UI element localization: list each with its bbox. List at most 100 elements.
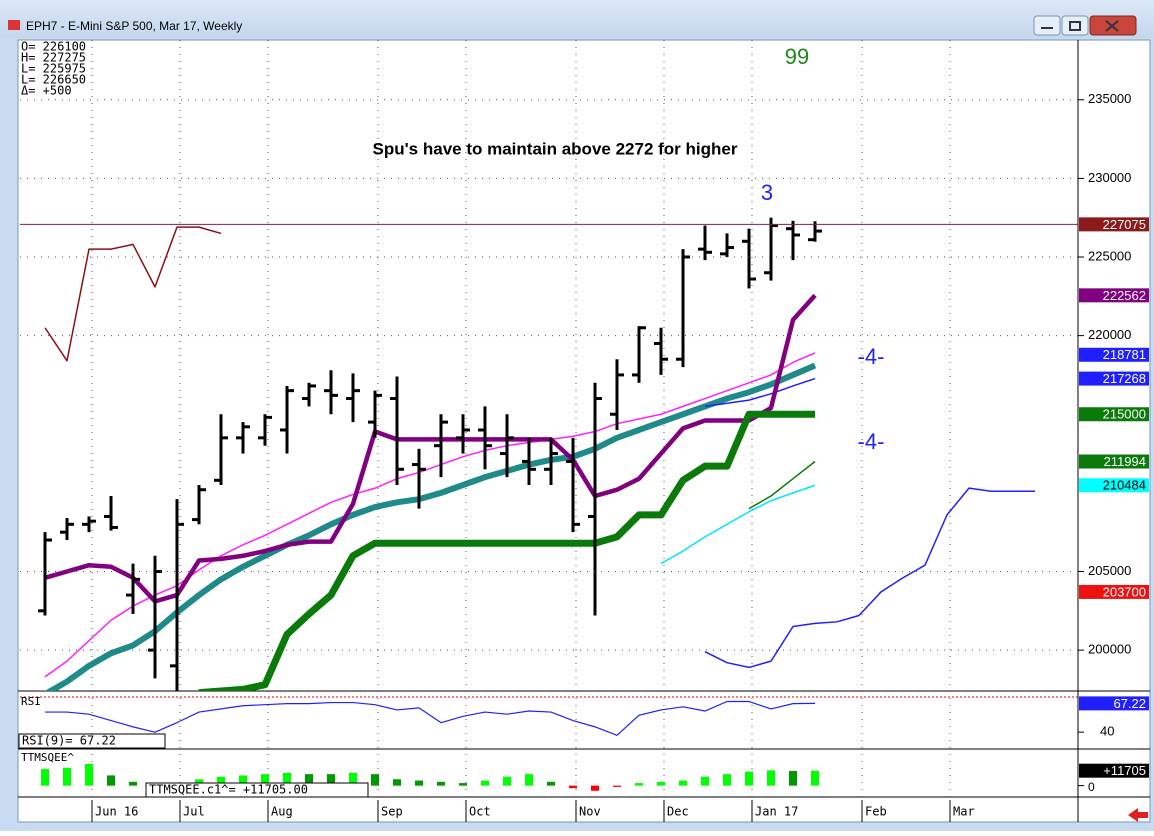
- histogram-bar: [327, 774, 335, 786]
- histogram-bar: [569, 785, 577, 789]
- histogram-bar: [789, 770, 797, 786]
- readout-box: [145, 782, 369, 798]
- price-tag: [1079, 454, 1149, 469]
- ohlc-readout: L= 226650: [21, 73, 86, 87]
- histogram-bar: [195, 779, 203, 786]
- indicator-line: [660, 484, 816, 565]
- histogram-bar: [591, 785, 599, 791]
- price-tag-label: 211994: [1104, 454, 1146, 469]
- histogram-bar: [613, 785, 621, 787]
- indicator-line: [44, 362, 817, 691]
- histogram-bar: [811, 770, 819, 786]
- y-tick-label: 235000: [1088, 91, 1131, 106]
- price-tag: [1079, 288, 1149, 303]
- main-plot: [38, 217, 1035, 691]
- title-bar: [0, 0, 1154, 38]
- readout-box: [18, 733, 166, 749]
- price-tag: [1079, 347, 1149, 362]
- x-tick-label: Dec: [667, 805, 689, 819]
- y-tick-label: 225000: [1088, 248, 1131, 263]
- price-tag-label: +11705: [1103, 763, 1146, 778]
- price-tag: [1079, 371, 1149, 386]
- rsi-line: [45, 700, 816, 736]
- price-tag: [1079, 696, 1149, 711]
- y-tick-label: 40: [1100, 724, 1114, 739]
- histogram-bar: [239, 775, 247, 786]
- indicator-line: [44, 293, 817, 604]
- histogram-bar: [437, 781, 445, 786]
- histogram-bar: [767, 770, 775, 786]
- histogram-bar: [349, 772, 357, 786]
- price-tag-label: 217268: [1103, 371, 1146, 386]
- histogram-bar: [525, 774, 533, 786]
- indicator-line: [748, 460, 816, 510]
- x-tick-label: Jul: [183, 805, 205, 819]
- histogram-bar: [657, 781, 665, 786]
- histogram-bar: [129, 781, 137, 786]
- indicator-line: [44, 226, 222, 362]
- price-tag-label: 227075: [1103, 217, 1146, 232]
- histogram-bar: [261, 774, 269, 786]
- histogram-bar: [745, 771, 753, 786]
- histogram-bar: [481, 780, 489, 786]
- histogram-bar: [701, 776, 709, 786]
- x-tick-label: Mar: [953, 805, 975, 819]
- y-tick-label: 200000: [1088, 642, 1131, 657]
- price-tag: [1079, 763, 1149, 778]
- x-tick-label: Aug: [271, 805, 293, 819]
- histogram-bar: [63, 767, 71, 786]
- histogram-bar: [283, 772, 291, 786]
- price-tag-label: 218781: [1103, 347, 1146, 362]
- y-tick-label: 205000: [1088, 563, 1131, 578]
- price-tag: [1079, 584, 1149, 599]
- x-tick-label: Sep: [381, 805, 403, 819]
- histogram-bar: [679, 780, 687, 786]
- histogram-bar: [547, 781, 555, 786]
- y-tick-label: 0: [1088, 780, 1095, 794]
- panel-readout: RSI(9)= 67.22: [22, 734, 116, 748]
- histogram-bar: [503, 776, 511, 786]
- indicator-line: [704, 487, 1035, 669]
- y-tick-label: 230000: [1088, 170, 1131, 185]
- price-tag-label: 222562: [1103, 288, 1146, 303]
- panel-label: TTMSQEE^: [21, 751, 74, 764]
- x-tick-label: Oct: [469, 805, 491, 819]
- histogram-bar: [635, 783, 643, 786]
- indicator-line: [44, 352, 816, 678]
- price-tag-label: 67.22: [1113, 696, 1146, 711]
- minimize-button[interactable]: [1033, 15, 1061, 36]
- x-tick-label: Feb: [865, 805, 887, 819]
- histogram-bar: [85, 763, 93, 786]
- price-tag-label: 203700: [1103, 584, 1146, 599]
- histogram-bar: [305, 774, 313, 786]
- histogram-bar: [415, 780, 423, 786]
- scroll-arrow[interactable]: [1128, 808, 1148, 822]
- app-icon: [8, 20, 20, 30]
- annotation: -4-: [858, 344, 885, 369]
- x-tick-label: Jan 17: [755, 805, 798, 819]
- histogram-bar: [41, 769, 49, 786]
- price-tag-label: 210484: [1103, 478, 1146, 493]
- histogram-bar: [459, 783, 467, 786]
- price-tag-label: 215000: [1103, 407, 1146, 422]
- chart-area: [17, 39, 1151, 823]
- window-title: EPH7 - E-Mini S&P 500, Mar 17, Weekly: [26, 19, 242, 33]
- histogram-bar: [371, 774, 379, 786]
- y-tick-label: 220000: [1088, 327, 1131, 342]
- histogram-bar: [393, 779, 401, 786]
- price-tag: [1079, 407, 1149, 422]
- annotation: Spu's have to maintain above 2272 for hi…: [373, 139, 738, 158]
- panel-label: RSI: [21, 695, 41, 708]
- histogram-bar: [107, 775, 115, 786]
- ohlc-readout: Δ= +500: [21, 84, 72, 98]
- annotation: 3: [761, 180, 773, 205]
- histogram-bar: [723, 774, 731, 786]
- indicator-line: [198, 410, 815, 691]
- indicator-line: [704, 377, 816, 408]
- price-tag: [1079, 217, 1149, 232]
- annotation: -4-: [858, 429, 885, 454]
- maximize-button[interactable]: [1061, 15, 1089, 36]
- ohlc-readout: L= 225975: [21, 62, 86, 76]
